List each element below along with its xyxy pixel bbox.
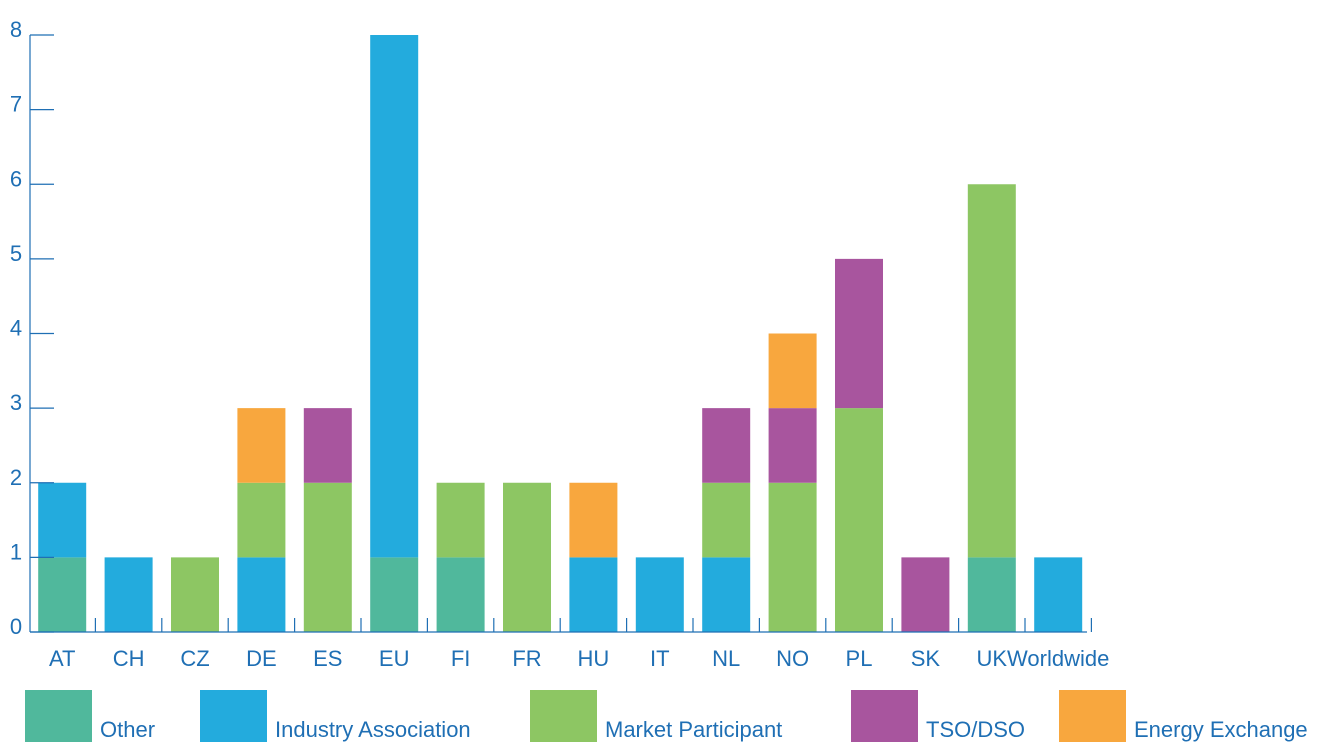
bar-no-tso-dso [768,408,817,483]
x-tick-label-nl: NL [712,646,740,671]
bar-de-market-participant [237,482,286,558]
bar-uk-market-participant [967,184,1016,558]
bar-es-tso-dso [303,408,352,483]
x-tick-label-uk: UK [977,646,1008,671]
bar-worldwide-industry-association [1034,557,1083,632]
legend-label-other: Other [100,717,155,742]
legend-label-industry-association: Industry Association [275,717,471,742]
legend: Other Industry Association Market Particip… [25,690,1308,742]
legend-label-energy-exchange: Energy Exchange [1134,717,1308,742]
x-tick-label-de: DE [246,646,277,671]
bar-eu-industry-association [370,35,419,558]
x-tick-label-ch: CH [113,646,145,671]
x-tick-label-at: AT [49,646,75,671]
x-tick-label-no: NO [776,646,809,671]
y-tick-label-6: 6 [10,166,22,191]
bar-ch-industry-association [104,557,153,632]
legend-swatch-tso-dso [851,690,918,742]
bars-layer [38,35,1083,632]
x-tick-label-es: ES [313,646,342,671]
x-tick-label-it: IT [650,646,670,671]
bar-at-other [38,557,87,632]
bar-fi-other [436,557,485,632]
bar-nl-tso-dso [702,408,751,483]
y-tick-label-8: 8 [10,17,22,42]
bar-de-industry-association [237,557,286,632]
legend-label-market-participant: Market Participant [605,717,782,742]
x-tick-label-pl: PL [846,646,873,671]
y-tick-label-1: 1 [10,539,22,564]
bar-fr-market-participant [503,482,551,632]
legend-label-tso-dso: TSO/DSO [926,717,1025,742]
axes-layer: 0 1 2 3 4 5 6 7 8 AT CH CZ DE ES EU FI FR HU IT NL NO PL SK UK W… [10,17,1109,671]
bar-fi-market-participant [436,482,485,558]
legend-swatch-energy-exchange [1059,690,1126,742]
x-tick-label-fr: FR [512,646,541,671]
bar-nl-market-participant [702,482,751,558]
y-tick-label-3: 3 [10,390,22,415]
bar-no-market-participant [768,482,817,632]
y-tick-label-7: 7 [10,92,22,117]
y-tick-label-4: 4 [10,316,22,341]
legend-swatch-industry-association [200,690,267,742]
bar-hu-industry-association [569,557,618,632]
x-tick-label-worldwide: Worldwide [1007,646,1109,671]
bar-uk-other [967,557,1016,632]
legend-swatch-market-participant [530,690,597,742]
y-tick-label-5: 5 [10,241,22,266]
bar-sk-tso-dso [901,557,950,632]
x-tick-label-eu: EU [379,646,410,671]
x-tick-label-fi: FI [451,646,471,671]
y-tick-label-0: 0 [10,614,22,639]
bar-nl-industry-association [702,557,751,632]
bar-no-energy-exchange [768,333,817,409]
bar-eu-other [370,557,419,632]
x-tick-label-sk: SK [911,646,941,671]
x-tick-label-hu: HU [578,646,610,671]
bar-at-industry-association [38,482,87,558]
bar-pl-tso-dso [835,258,883,409]
y-tick-label-2: 2 [10,465,22,490]
bar-pl-market-participant [835,408,883,632]
legend-swatch-other [25,690,92,742]
bar-hu-energy-exchange [569,482,618,558]
x-tick-label-cz: CZ [180,646,209,671]
bar-de-energy-exchange [237,408,286,483]
bar-es-market-participant [303,482,352,632]
bar-it-industry-association [635,557,684,632]
bar-cz-market-participant [171,557,219,632]
